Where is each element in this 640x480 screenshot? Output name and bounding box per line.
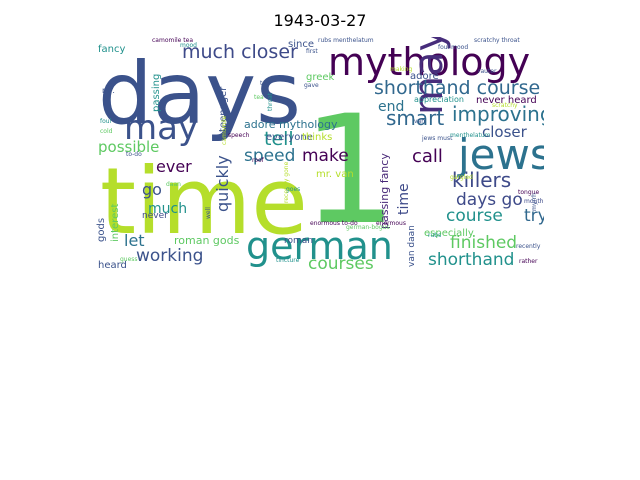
word: heard [98,260,127,271]
word: days go [456,190,523,210]
word: roof [252,157,265,164]
word: closer [482,123,528,141]
word: enormous [376,220,406,227]
word: end [378,99,404,115]
word: teenager [218,86,229,132]
word: passing fancy [378,153,391,229]
word: well [205,207,212,219]
word: may [124,108,198,148]
word: never heard [476,95,537,106]
word: recently [516,243,541,250]
word: thinks [302,132,332,143]
word: top [260,80,270,87]
word: scratchy [492,102,518,109]
word: especially [424,228,474,239]
word: rubs [428,232,441,239]
word: tea [254,94,264,101]
word: killers [452,168,511,192]
word: never [142,211,168,221]
word: to-do [126,151,142,158]
word: quickly [213,155,232,212]
word: make [302,146,349,166]
word-cloud: days time 1 mythology german jews may ma… [96,37,544,271]
word: adore mythology [244,118,338,131]
word: speech [228,132,250,139]
word: ever [156,157,192,176]
word: let [124,231,145,250]
word: mood [180,42,197,49]
word: rauter [478,68,497,75]
word: finished [450,233,517,253]
word: since [288,39,314,50]
word: shorthand [428,250,514,270]
word: adore [410,71,439,82]
word: german-bogus [346,224,390,231]
word: smart [386,106,444,130]
word: go [142,180,162,199]
word: interest [110,204,121,242]
word: much closer [182,41,298,63]
word: german [246,224,393,268]
word: van [414,118,425,125]
word: shorthand course [374,77,540,99]
word: mythology [328,40,530,84]
word: tell [264,128,294,150]
word: cold [100,128,113,135]
word: rather [519,258,538,265]
word: making [390,66,412,73]
word-cloud-canvas: days time 1 mythology german jews may ma… [96,37,544,271]
word: throat [267,92,274,111]
word: rubs menthelatum [318,37,374,44]
word: much [148,201,187,217]
word: greek [306,72,335,83]
word: appreciation [414,95,464,104]
word: time [100,148,308,255]
word: everyone [266,132,313,143]
word: enormous to-do [310,220,358,227]
word: foul [100,118,112,125]
word: recently gone [283,161,290,203]
word: menthelatum [450,132,491,139]
word: scratchy throat [474,37,520,44]
word: try [524,206,544,226]
word: roman [284,236,313,246]
word: working [136,246,203,266]
word: foul mood [438,44,468,51]
word: course [446,206,503,226]
word: first [306,48,318,55]
word: gargled [450,174,473,181]
word: improving [452,102,544,126]
word: mouth [524,198,544,205]
word: mr. [102,86,115,95]
word: jews must [421,135,453,142]
word: tongue [518,189,539,196]
word: camomile [221,115,228,145]
word: time [396,183,412,215]
word: goes [286,186,300,193]
word: courses [308,254,374,271]
word: mr. van [316,169,354,180]
word: possible [98,138,159,156]
word: guess [120,256,138,263]
word: fancy [98,44,125,55]
word: tincture [276,257,300,264]
word: camomile tea [152,37,193,44]
word: gods [96,218,107,242]
word: may 1 [406,37,452,115]
word: van daan [407,225,417,267]
word: gave [304,82,319,89]
word: call [412,146,443,167]
figure-title: 1943-03-27 [273,11,367,30]
word: speed [244,146,295,166]
word: 1 [302,84,397,258]
word: jews [457,130,544,179]
word: passing [151,74,162,112]
word: daan [166,181,181,188]
word: days [98,44,301,144]
word: roman gods [174,234,240,247]
word: myrrh [531,193,538,211]
